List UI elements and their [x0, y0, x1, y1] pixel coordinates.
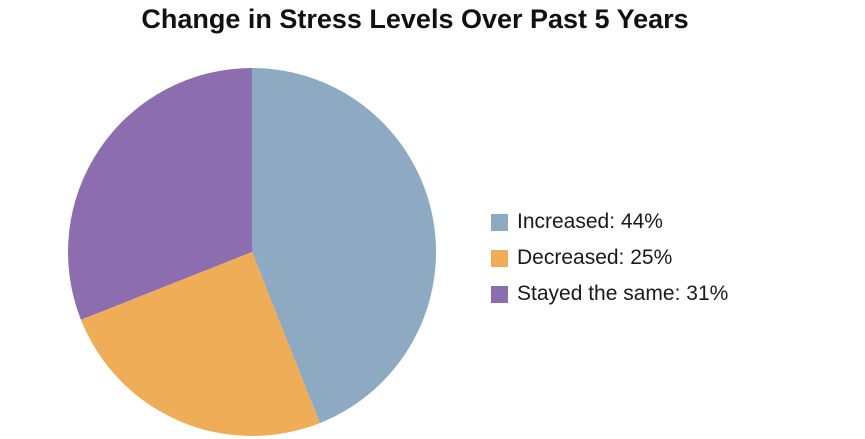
pie-slice-decreased — [80, 252, 320, 437]
pie-slice-increased — [252, 68, 437, 424]
legend-label-decreased: Decreased: 25% — [517, 246, 673, 269]
legend-item-decreased: Decreased: 25% — [491, 240, 728, 276]
legend-swatch-decreased — [491, 249, 508, 267]
legend-label-stayed-the-same: Stayed the same: 31% — [517, 282, 729, 305]
legend-swatch-stayed-the-same — [491, 285, 508, 303]
pie-slice-stayed-the-same — [67, 68, 253, 320]
legend-item-stayed-the-same: Stayed the same: 31% — [491, 276, 728, 312]
legend-swatch-increased — [491, 213, 508, 231]
legend-label-increased: Increased: 44% — [517, 210, 663, 233]
legend: Increased: 44% Decreased: 25% Stayed the… — [491, 204, 728, 312]
chart-title: Change in Stress Levels Over Past 5 Year… — [141, 4, 689, 34]
pie-slices — [67, 68, 437, 437]
legend-item-increased: Increased: 44% — [491, 204, 728, 240]
